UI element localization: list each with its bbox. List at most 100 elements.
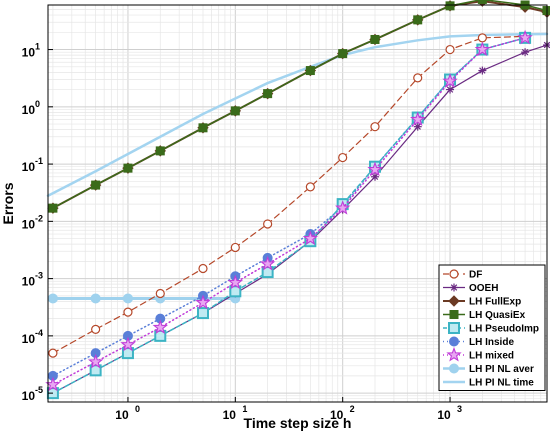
data-point-df [91, 324, 101, 334]
legend-label-lh-quasiex: LH QuasiEx [469, 310, 526, 321]
legend-label-lh-pseudoimp: LH PseudoImp [469, 324, 539, 335]
legend-label-lh-pi-nl-time: LH PI NL time [469, 378, 534, 389]
asterisk-stroke [479, 67, 486, 74]
data-point-lh-quasiex [477, 0, 487, 4]
data-point-lh-pi-nl-aver [90, 293, 101, 304]
data-point-lh-pi-nl-aver [122, 293, 133, 304]
data-point-lh-mixed [302, 230, 319, 246]
data-point-lh-pi-nl-aver [47, 293, 58, 304]
data-point-lh-quasiex [91, 180, 101, 190]
legend-entry-ooeh: OOEH [443, 283, 498, 294]
series-line-lh-mixed [52, 37, 526, 386]
data-point-df [48, 348, 58, 358]
data-point-df [230, 242, 240, 253]
legend-entry-lh-pi-nl-aver: LH PI NL aver [443, 363, 534, 375]
legend-entry-lh-quasiex: LH QuasiEx [443, 310, 526, 321]
legend-marker-lh-fullexp [448, 295, 460, 307]
data-point-lh-mixed [474, 41, 491, 57]
data-point-lh-quasiex [48, 203, 58, 213]
data-point-df [338, 152, 348, 163]
y-tick-label: 10 [22, 46, 36, 60]
x-tick-exponent: 0 [135, 404, 140, 414]
series-line-lh-inside [52, 37, 526, 377]
y-tick-label: 10 [22, 103, 36, 117]
legend-label-lh-fullexp: LH FullExp [469, 297, 521, 308]
asterisk-stroke [450, 284, 458, 291]
x-tick-label: 10 [330, 408, 344, 422]
data-point-lh-quasiex [123, 163, 133, 173]
y-tick-exponent: -5 [35, 385, 43, 395]
ticks: 10 0 10 1 10 2 10 310 -510 -410 -310 -210 -110 010 1 [22, 42, 462, 422]
data-point-lh-mixed [410, 111, 426, 127]
data-point-df [123, 307, 133, 317]
data-point-lh-quasiex [305, 66, 315, 76]
legend-label-lh-mixed: LH mixed [469, 351, 514, 362]
y-tick-label: 10 [22, 389, 36, 403]
legend-label-df: DF [469, 270, 482, 281]
data-point-lh-mixed [259, 255, 276, 271]
data-point-df [155, 288, 165, 299]
x-tick-exponent: 3 [457, 404, 462, 414]
y-axis-label: Errors [0, 182, 16, 224]
legend-marker-lh-pi-nl-aver [449, 363, 459, 374]
data-point-lh-quasiex [445, 1, 455, 11]
data-point-lh-quasiex [230, 106, 240, 116]
asterisk-stroke [521, 48, 529, 56]
data-point-lh-mixed [335, 200, 351, 215]
x-tick-label: 10 [437, 408, 451, 422]
data-point-df [477, 33, 487, 43]
data-point-df [445, 44, 455, 55]
data-point-lh-pseudoimp [196, 307, 209, 320]
legend-marker-lh-quasiex [449, 310, 459, 319]
legend-marker-ooeh [450, 283, 458, 292]
y-tick-exponent: 1 [35, 42, 40, 52]
data-point-ooeh [413, 122, 422, 131]
data-point-lh-mixed [152, 319, 168, 335]
y-tick-exponent: -1 [35, 156, 43, 166]
asterisk-stroke [414, 123, 421, 130]
x-axis-label: Time step size h [244, 415, 352, 431]
asterisk-stroke [446, 86, 454, 93]
y-tick-label: 10 [22, 332, 36, 346]
plot-frame [47, 4, 548, 403]
legend-label-ooeh: OOEH [469, 283, 498, 294]
legend: DF OOEH LH FullExp LH QuasiEx LH PseudoImp LH… [438, 264, 546, 391]
legend-entry-lh-pi-nl-time: LH PI NL time [443, 378, 534, 389]
data-point-lh-mixed [195, 294, 211, 310]
data-point-df [263, 219, 273, 229]
legend-entry-df: DF [443, 269, 482, 281]
y-tick-label: 10 [22, 275, 36, 289]
y-tick-label: 10 [22, 217, 36, 231]
data-point-lh-mixed [367, 161, 383, 177]
legend-marker-lh-pseudoimp [448, 322, 460, 334]
legend-marker-lh-inside [449, 336, 459, 347]
data-point-lh-quasiex [155, 146, 165, 156]
data-point-df [198, 263, 208, 274]
series-layer [45, 0, 550, 400]
legend-entry-lh-mixed: LH mixed [443, 346, 514, 362]
data-point-lh-mixed [87, 353, 104, 369]
data-point-lh-mixed [442, 73, 458, 88]
data-point-lh-mixed [227, 274, 243, 290]
x-tick-label: 10 [223, 408, 237, 422]
y-tick-label: 10 [22, 160, 36, 174]
data-point-lh-quasiex [198, 123, 208, 133]
data-point-ooeh [446, 85, 455, 94]
x-tick-exponent: 2 [350, 404, 355, 414]
data-point-df [413, 73, 423, 83]
data-point-lh-mixed [517, 29, 533, 45]
data-point-lh-quasiex [263, 89, 273, 99]
y-tick-exponent: -3 [35, 271, 43, 281]
data-point-lh-quasiex [413, 15, 423, 25]
data-point-ooeh [521, 48, 530, 57]
legend-label-lh-pi-nl-aver: LH PI NL aver [469, 364, 534, 375]
series-line-df [52, 35, 526, 354]
x-tick-exponent: 1 [242, 404, 247, 414]
data-point-df [305, 182, 315, 192]
legend-entry-lh-pseudoimp: LH PseudoImp [443, 322, 539, 335]
data-point-df [370, 122, 380, 132]
data-point-ooeh [370, 172, 379, 181]
data-point-lh-quasiex [338, 49, 348, 59]
y-tick-exponent: 0 [35, 99, 40, 109]
